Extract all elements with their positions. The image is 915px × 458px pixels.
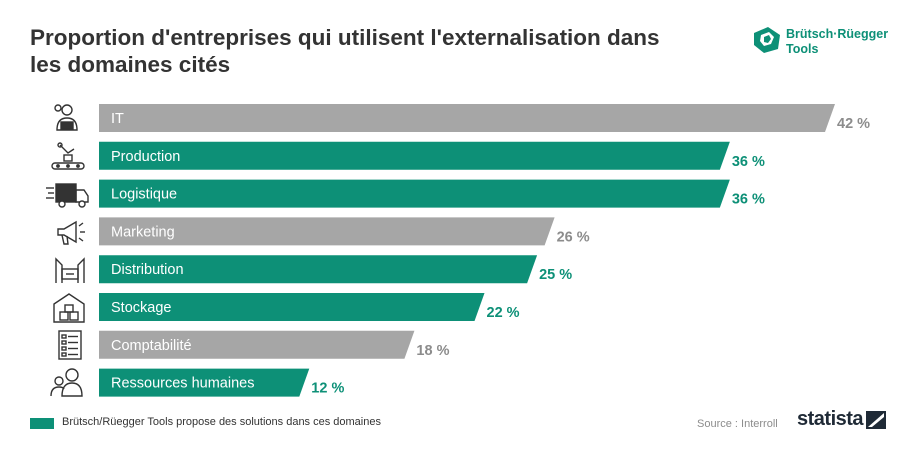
factory-robot-icon [51, 142, 85, 170]
bars: IT 42 % Production 36 % Logistique 36 % Market… [99, 104, 870, 397]
statista-logo-text: statista [797, 408, 864, 430]
bar-value-label: 22 % [487, 305, 520, 321]
delivery-truck-icon [46, 183, 89, 208]
bar-5 [99, 293, 485, 321]
distribution-shelf-icon [55, 257, 85, 283]
bar-4 [99, 255, 538, 284]
bar-6 [99, 330, 415, 359]
bar-value-label: 36 % [732, 154, 765, 170]
bar-0 [99, 104, 835, 132]
category-icons [46, 104, 89, 397]
brand-logo: Brütsch·Rüegger Tools [752, 25, 902, 65]
bar-category-label: Stockage [111, 300, 171, 316]
bar-value-label: 18 % [416, 343, 449, 359]
bar-3 [99, 217, 555, 246]
warehouse-boxes-icon [53, 293, 85, 323]
bar-value-label: 12 % [311, 381, 344, 397]
bar-value-label: 26 % [557, 229, 590, 245]
chart-title: Proportion d'entreprises qui utilisent l… [30, 25, 660, 77]
bar-2 [99, 179, 730, 208]
brand-name: Brütsch·Rüegger Tools [786, 27, 889, 56]
bar-category-label: Logistique [111, 187, 177, 203]
bar-1 [99, 141, 730, 170]
bar-category-label: IT [111, 111, 124, 127]
megaphone-icon [57, 220, 85, 245]
brutsch-rueegger-logo-icon [754, 27, 780, 53]
bar-category-label: Ressources humaines [111, 376, 254, 392]
bar-7 [99, 368, 310, 397]
source-text: Source : Interroll [697, 418, 778, 430]
bar-category-label: Distribution [111, 262, 184, 278]
legend-swatch [30, 418, 54, 429]
person-laptop-icon [54, 104, 78, 131]
bar-value-label: 36 % [732, 192, 765, 208]
statista-logo-icon [866, 411, 886, 429]
bar-category-label: Comptabilité [111, 338, 192, 354]
bar-value-label: 42 % [837, 116, 870, 132]
people-icon [50, 368, 83, 397]
bar-category-label: Marketing [111, 224, 175, 240]
bar-category-label: Production [111, 149, 180, 165]
legend-text: Brütsch/Rüegger Tools propose des soluti… [62, 416, 381, 428]
ledger-list-icon [58, 330, 82, 360]
bar-value-label: 25 % [539, 267, 572, 283]
